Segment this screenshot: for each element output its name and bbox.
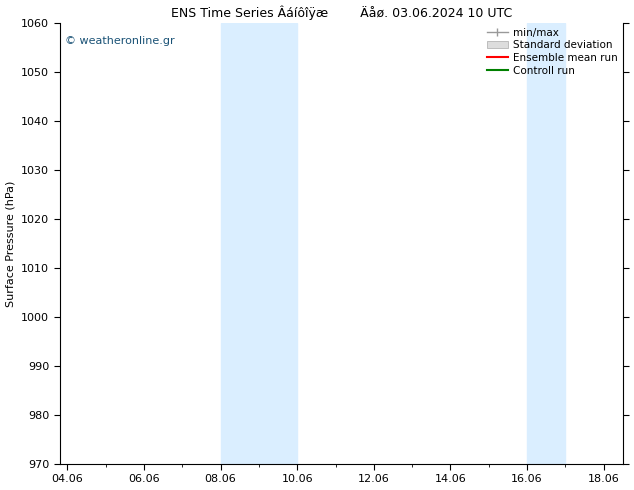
Bar	[527, 23, 566, 464]
Y-axis label: Surface Pressure (hPa): Surface Pressure (hPa)	[6, 180, 16, 307]
Title: ENS Time Series Âáíôîÿæ        Äåø. 03.06.2024 10 UTC: ENS Time Series Âáíôîÿæ Äåø. 03.06.2024 …	[171, 5, 512, 20]
Legend: min/max, Standard deviation, Ensemble mean run, Controll run: min/max, Standard deviation, Ensemble me…	[485, 26, 620, 78]
Text: © weatheronline.gr: © weatheronline.gr	[65, 36, 175, 46]
Bar	[221, 23, 297, 464]
